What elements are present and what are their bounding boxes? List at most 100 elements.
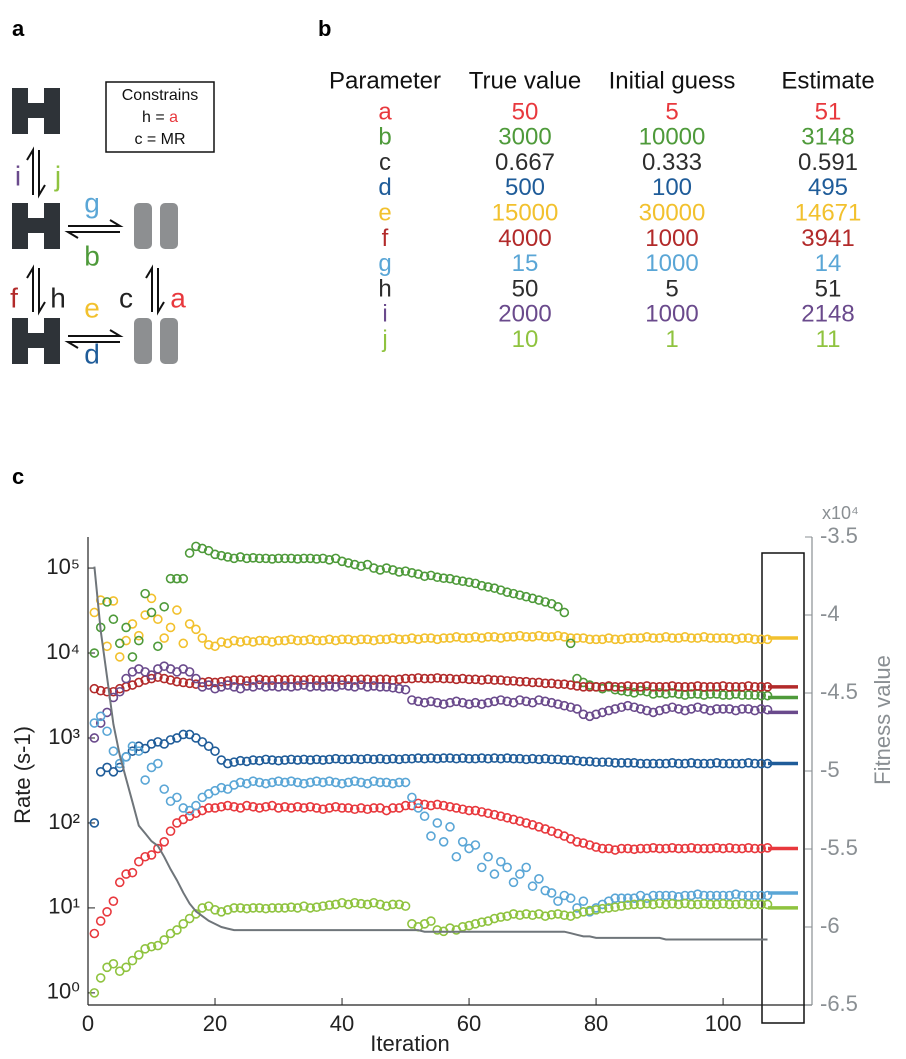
rate-point bbox=[286, 803, 297, 813]
rate-point bbox=[191, 624, 201, 635]
rate-point bbox=[476, 917, 487, 927]
rate-point bbox=[292, 635, 303, 646]
rate-point bbox=[261, 903, 271, 914]
rate-point bbox=[432, 697, 443, 708]
rate-point bbox=[203, 803, 214, 813]
rate-point bbox=[743, 890, 754, 901]
rate-point bbox=[476, 675, 487, 685]
rate-point bbox=[337, 634, 347, 645]
rate-point bbox=[362, 753, 373, 764]
rate-point bbox=[280, 675, 290, 685]
rate-point bbox=[610, 758, 620, 768]
rate-point bbox=[521, 862, 532, 873]
rate-point bbox=[368, 803, 379, 813]
rate-point bbox=[368, 897, 379, 908]
rate-point bbox=[699, 758, 709, 769]
rate-point bbox=[699, 843, 709, 854]
rate-point bbox=[356, 634, 366, 645]
rate-point bbox=[464, 805, 474, 816]
rate-point bbox=[667, 898, 678, 909]
rate-point bbox=[686, 633, 697, 643]
rate-point bbox=[711, 899, 722, 910]
rate-point bbox=[464, 674, 474, 685]
rate-point bbox=[267, 681, 277, 691]
rate-point bbox=[629, 682, 639, 692]
rate-point bbox=[102, 597, 112, 607]
rate-point bbox=[502, 753, 512, 763]
rate-point bbox=[572, 633, 582, 643]
rate-point bbox=[121, 673, 131, 684]
rate-point bbox=[692, 633, 703, 643]
rate-point bbox=[241, 903, 252, 914]
rate-point bbox=[661, 843, 671, 854]
rate-point bbox=[114, 683, 125, 694]
rate-point bbox=[375, 753, 385, 764]
rate-point bbox=[89, 928, 100, 939]
rate-point bbox=[705, 633, 716, 643]
rate-point bbox=[356, 754, 366, 765]
rate-point bbox=[743, 681, 754, 691]
rate-point bbox=[172, 925, 182, 935]
rate-point bbox=[496, 753, 506, 764]
rate-point bbox=[343, 754, 354, 765]
rate-point bbox=[413, 673, 424, 683]
rate-point bbox=[686, 682, 697, 692]
rate-point bbox=[515, 753, 525, 764]
rate-point bbox=[89, 733, 100, 743]
rate-point bbox=[648, 689, 659, 699]
rate-point bbox=[553, 896, 563, 906]
rate-point bbox=[102, 686, 112, 697]
rate-point bbox=[413, 803, 424, 813]
x-tick-label: 40 bbox=[330, 1011, 354, 1036]
rate-point bbox=[756, 682, 766, 692]
rate-point bbox=[134, 677, 144, 688]
rate-point bbox=[724, 682, 735, 692]
rate-point bbox=[762, 890, 773, 901]
rate-point bbox=[591, 842, 601, 852]
rate-point bbox=[464, 699, 474, 709]
rate-point bbox=[515, 630, 525, 641]
rate-point bbox=[305, 755, 316, 765]
y-tick-label: 10⁴ bbox=[46, 639, 80, 664]
equilibrium-arrow bbox=[145, 264, 165, 316]
rate-point bbox=[565, 893, 576, 904]
rate-point bbox=[407, 792, 417, 803]
rate-label: g bbox=[84, 187, 100, 218]
column-header: Parameter bbox=[329, 67, 441, 94]
rate-point bbox=[197, 682, 208, 692]
rate-point bbox=[165, 675, 176, 685]
rate-point bbox=[565, 680, 576, 690]
rate-point bbox=[616, 758, 627, 768]
rate-point bbox=[311, 902, 322, 912]
rate-point bbox=[438, 699, 449, 709]
rate-point bbox=[140, 851, 150, 862]
rate-point bbox=[730, 899, 741, 910]
rate-point bbox=[483, 851, 493, 862]
rate-point bbox=[527, 677, 538, 688]
table-cell: 51 bbox=[815, 98, 842, 125]
rate-point bbox=[534, 677, 544, 688]
rate-point bbox=[661, 682, 671, 692]
rate-point bbox=[699, 632, 709, 642]
rate-point bbox=[165, 622, 176, 633]
rate-point bbox=[629, 844, 639, 855]
rate-point bbox=[470, 753, 481, 764]
rate-point bbox=[121, 869, 131, 879]
rate-point bbox=[368, 675, 379, 685]
rate-point bbox=[178, 677, 189, 688]
rate-point bbox=[680, 843, 690, 854]
rate-point bbox=[254, 803, 265, 813]
rate-point bbox=[496, 811, 506, 822]
rate-point bbox=[400, 684, 411, 695]
rate-point bbox=[654, 843, 665, 854]
rate-point bbox=[724, 758, 735, 769]
rate-point bbox=[432, 818, 443, 828]
rate-point bbox=[603, 633, 614, 643]
rate-point bbox=[114, 638, 125, 649]
rate-point bbox=[692, 843, 703, 854]
rate-label: i bbox=[15, 160, 21, 191]
rate-point bbox=[337, 556, 347, 567]
rate-point bbox=[584, 905, 595, 916]
rate-point bbox=[394, 634, 404, 645]
rate-point bbox=[642, 758, 652, 769]
